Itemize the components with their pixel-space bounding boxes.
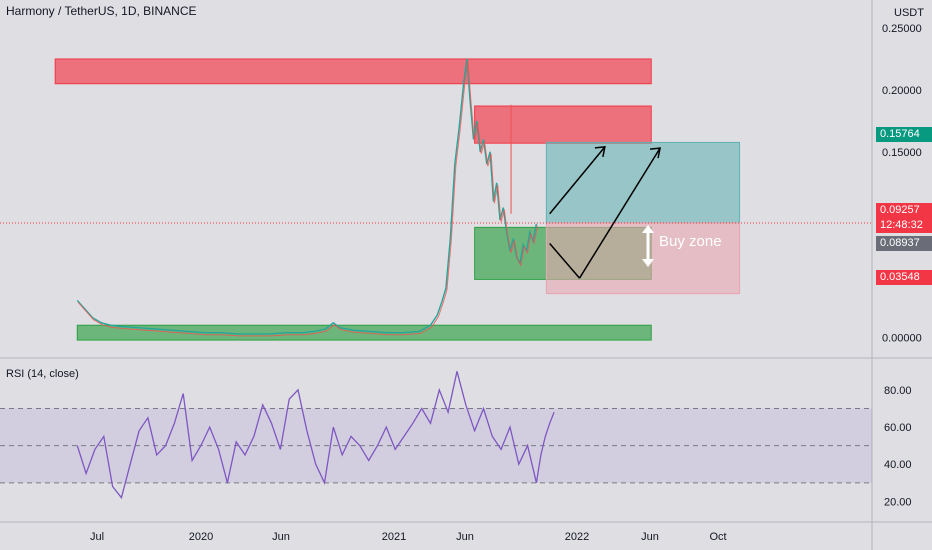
x-tick-label: 2020 [189, 531, 213, 543]
arrow-head-1 [594, 146, 606, 158]
profit-zone [545, 141, 741, 224]
price-unit: USDT [894, 7, 924, 19]
price-series [76, 58, 538, 335]
x-tick-label: Oct [709, 531, 726, 543]
x-tick-label: Jun [456, 531, 474, 543]
stop-price-tag: 0.03548 [876, 270, 932, 285]
arrow-up-1 [549, 146, 606, 215]
x-tick-label: 2022 [565, 531, 589, 543]
arrow-up-2 [578, 147, 661, 279]
x-tick-label: Jun [641, 531, 659, 543]
zones [0, 58, 872, 341]
y-tick-label: 0.25000 [882, 23, 922, 35]
countdown-tag: 12:48:32 [876, 218, 932, 233]
buy-zone-label: Buy zone [659, 233, 722, 250]
buy-zone-arrow-top [642, 225, 654, 233]
entry-price-tag: 0.08937 [876, 236, 932, 251]
price-series-shadow [77, 60, 538, 337]
target-price-tag: 0.15764 [876, 127, 932, 142]
x-tick-label: 2021 [382, 531, 406, 543]
rsi-title: RSI (14, close) [6, 368, 79, 380]
rsi-series [76, 371, 555, 500]
red-zone [474, 105, 652, 144]
rsi-y-tick-label: 60.00 [884, 422, 912, 434]
x-tick-label: Jun [272, 531, 290, 543]
arrow-down [549, 243, 581, 279]
rsi-y-tick-label: 40.00 [884, 459, 912, 471]
buy-zone-arrow-bottom [642, 259, 654, 267]
y-tick-label: 0.20000 [882, 85, 922, 97]
loss-zone [545, 222, 741, 295]
price-line [76, 58, 538, 337]
last-price-tag: 0.09257 [876, 203, 932, 218]
rsi-y-tick-label: 80.00 [884, 385, 912, 397]
projection-arrows [549, 146, 662, 279]
x-tick-label: Jul [90, 531, 104, 543]
y-tick-label: 0.15000 [882, 147, 922, 159]
arrow-head-2 [649, 147, 662, 159]
rsi-y-tick-label: 20.00 [884, 496, 912, 508]
rsi-panel: 80.00 60.00 40.00 20.00 [0, 371, 912, 508]
chart-title: Harmony / TetherUS, 1D, BINANCE [6, 4, 197, 18]
y-tick-label: 0.00000 [882, 333, 922, 345]
red-zone [54, 58, 652, 85]
